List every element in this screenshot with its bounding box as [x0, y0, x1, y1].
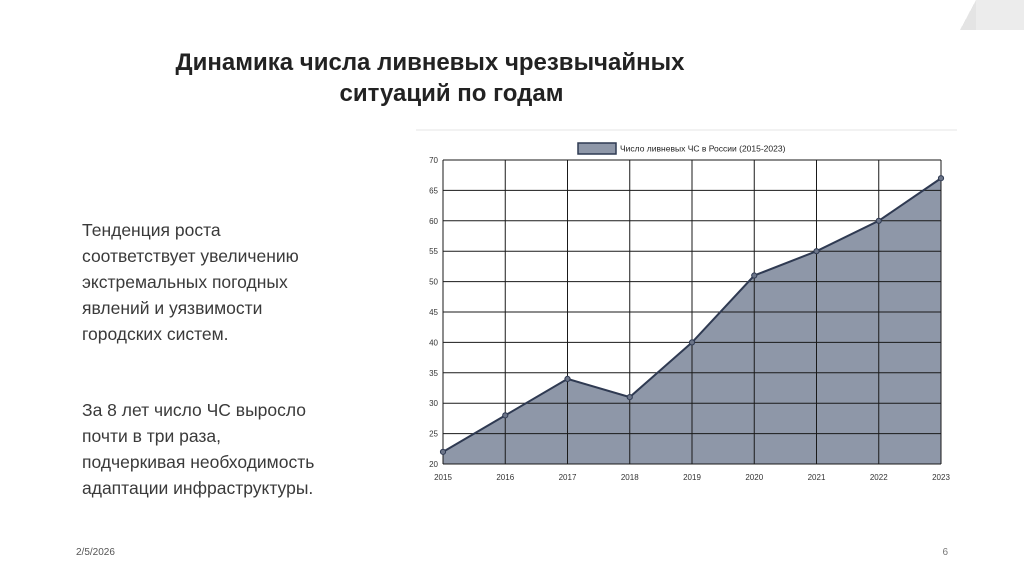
page-number: 6 [942, 547, 948, 558]
chart-container: 20 25 30 35 40 45 50 55 60 65 70 2015 2016 2017 2018 20… [414, 126, 959, 486]
paragraph-line: подчеркивая необходимость [82, 452, 315, 472]
paragraph-line: соответствует увеличению [82, 246, 299, 266]
x-tick-label: 2019 [683, 473, 701, 482]
paragraph-line: явлений и уязвимости [82, 298, 263, 318]
data-point [751, 272, 758, 279]
data-point [937, 175, 945, 182]
data-point [813, 248, 820, 255]
x-tick-label: 2022 [870, 473, 888, 482]
paragraph-trend: Тенденция роста соответствует увеличению… [82, 217, 299, 347]
x-tick-label: 2016 [496, 473, 514, 482]
legend-swatch [577, 142, 617, 155]
paragraph-line: Тенденция роста [82, 220, 221, 240]
title-line-2: ситуаций по годам [339, 80, 564, 107]
paragraph-line: За 8 лет число ЧС выросло [82, 400, 307, 420]
y-tick-label: 35 [429, 369, 438, 378]
y-tick-label: 50 [429, 278, 438, 287]
y-tick-label: 65 [429, 186, 438, 195]
y-tick-label: 25 [429, 430, 438, 439]
data-point [875, 217, 882, 224]
x-tick-label: 2023 [932, 473, 950, 482]
paragraph-line: почти в три раза, [82, 426, 222, 446]
slide-title: Динамика числа ливневых чрезвычайных сит… [110, 47, 750, 109]
data-point [564, 375, 571, 382]
y-tick-label: 55 [429, 247, 438, 256]
x-tick-label: 2018 [621, 473, 639, 482]
data-point [688, 339, 696, 346]
title-line-1: Динамика числа ливневых чрезвычайных [175, 49, 685, 76]
corner-decoration [960, 0, 1024, 30]
y-tick-label: 30 [429, 399, 438, 408]
legend-label: Число ливневых ЧС в России (2015-2023) [620, 144, 786, 154]
y-tick-label: 70 [429, 156, 438, 165]
paragraph-growth: За 8 лет число ЧС выросло почти в три ра… [82, 397, 314, 501]
data-point [626, 394, 633, 401]
paragraph-line: городских систем. [82, 324, 229, 344]
x-tick-label: 2017 [559, 473, 577, 482]
paragraph-line: адаптации инфраструктуры. [82, 478, 314, 498]
y-tick-label: 20 [429, 460, 438, 469]
paragraph-line: экстремальных погодных [82, 272, 288, 292]
y-tick-label: 60 [429, 217, 438, 226]
data-point [502, 412, 509, 419]
data-point [439, 448, 447, 455]
area-chart: 20 25 30 35 40 45 50 55 60 65 70 2015 2016 2017 2018 20… [416, 129, 957, 482]
x-tick-label: 2021 [808, 473, 826, 482]
x-tick-label: 2015 [434, 473, 452, 482]
y-tick-label: 40 [429, 338, 438, 347]
x-tick-label: 2020 [745, 473, 763, 482]
y-tick-label: 45 [429, 308, 438, 317]
footer-date: 2/5/2026 [76, 547, 115, 558]
